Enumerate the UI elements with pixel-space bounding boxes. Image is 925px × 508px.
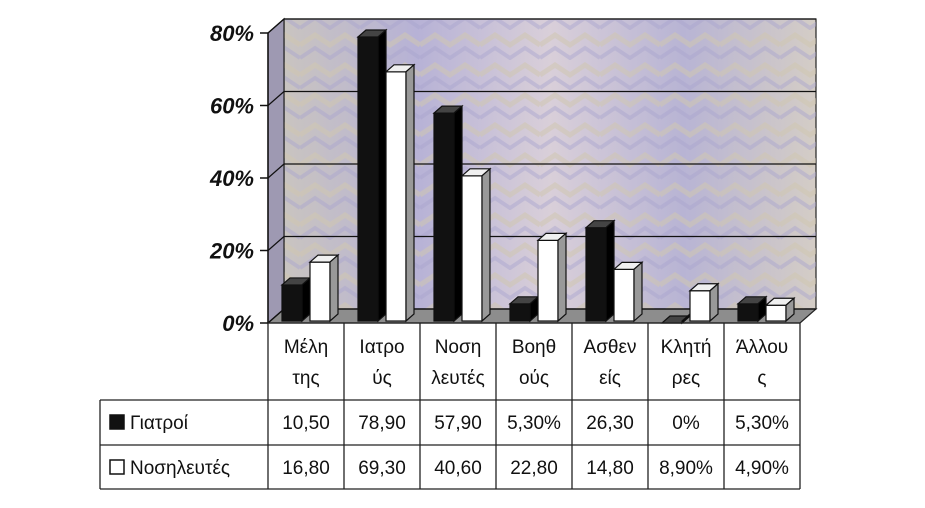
category-label: ύς xyxy=(372,368,392,389)
bar-front xyxy=(281,284,303,322)
bar xyxy=(536,232,568,323)
bar-front xyxy=(585,227,607,322)
bar-side xyxy=(453,104,463,323)
data-value-label: 4,90% xyxy=(735,458,789,479)
bar-side xyxy=(709,282,719,323)
data-value-label: 40,60 xyxy=(434,458,482,479)
data-value-label: 5,30% xyxy=(507,413,561,434)
bar-front xyxy=(385,71,407,322)
bar-side xyxy=(605,219,615,323)
bar xyxy=(612,261,644,323)
category-label: Μέλη xyxy=(284,337,328,358)
bar xyxy=(280,276,312,323)
legend-label: Νοσηλευτές xyxy=(130,458,230,479)
category-label: λευτές xyxy=(431,368,485,389)
data-value-label: 22,80 xyxy=(510,458,558,479)
bar-front xyxy=(309,261,331,322)
y-tick-label: 20% xyxy=(209,239,254,264)
bar xyxy=(432,104,464,323)
data-value-label: 57,90 xyxy=(434,413,482,434)
bar-side xyxy=(557,232,567,323)
gridline-side xyxy=(267,91,285,106)
legend-swatch xyxy=(109,414,125,430)
bar-front xyxy=(689,290,711,322)
bar-front xyxy=(737,303,759,322)
bar-front xyxy=(357,36,379,322)
bar xyxy=(356,28,388,323)
category-label: Ασθεν xyxy=(584,337,637,358)
bar-front xyxy=(537,239,559,322)
bar xyxy=(736,295,768,323)
bar-front xyxy=(461,175,483,322)
bar-side xyxy=(481,167,491,323)
legend-swatch xyxy=(109,459,125,475)
bar xyxy=(764,296,796,323)
y-tick-label: 80% xyxy=(210,21,254,46)
category-label: Βοηθ xyxy=(512,337,556,358)
bar-side xyxy=(377,28,387,323)
y-tick-label: 40% xyxy=(209,166,254,191)
category-label: Κλητή xyxy=(661,337,712,358)
bar-side xyxy=(301,276,311,323)
gridline-side xyxy=(267,236,285,251)
data-value-label: 26,30 xyxy=(586,413,634,434)
bar xyxy=(688,282,720,323)
bars xyxy=(280,28,796,325)
bar-front xyxy=(765,304,787,322)
data-value-label: 0% xyxy=(672,413,700,434)
y-axis-tick-labels: 0% 20% 40% 60% 80% xyxy=(209,21,254,336)
gridline-side xyxy=(267,163,285,179)
data-value-label: 78,90 xyxy=(358,413,406,434)
category-label: ρες xyxy=(672,368,700,389)
bar-front xyxy=(509,303,531,322)
bar xyxy=(508,295,540,323)
gridline-side xyxy=(267,18,285,34)
data-table: ΜέλητηςΙατρούςΝοσηλευτέςΒοηθούςΑσθενείςΚ… xyxy=(99,322,801,490)
bar-front xyxy=(613,268,635,322)
y-tick-label: 0% xyxy=(222,311,254,336)
category-label: ούς xyxy=(519,368,549,389)
legend-label: Γιατροί xyxy=(130,413,189,434)
data-value-label: 14,80 xyxy=(586,458,634,479)
category-label: είς xyxy=(599,368,621,389)
bar xyxy=(460,167,492,323)
bar-side xyxy=(405,63,415,323)
bar-side xyxy=(633,261,643,323)
data-value-label: 8,90% xyxy=(659,458,713,479)
bar xyxy=(384,63,416,323)
bar xyxy=(308,253,340,323)
category-label: Νοση xyxy=(435,337,482,358)
data-value-label: 69,30 xyxy=(358,458,406,479)
bar-side xyxy=(785,296,795,323)
category-label: Άλλου xyxy=(736,337,788,358)
category-label: της xyxy=(292,368,319,389)
y-tick-label: 60% xyxy=(210,94,254,119)
bar-side xyxy=(329,253,339,323)
gridline-side xyxy=(267,308,285,324)
category-label: ς xyxy=(757,368,766,389)
bar-front xyxy=(433,112,455,322)
data-value-label: 10,50 xyxy=(282,413,330,434)
bar xyxy=(584,219,616,323)
category-label: Ιατρο xyxy=(359,337,404,358)
data-value-label: 16,80 xyxy=(282,458,330,479)
data-value-label: 5,30% xyxy=(735,413,789,434)
